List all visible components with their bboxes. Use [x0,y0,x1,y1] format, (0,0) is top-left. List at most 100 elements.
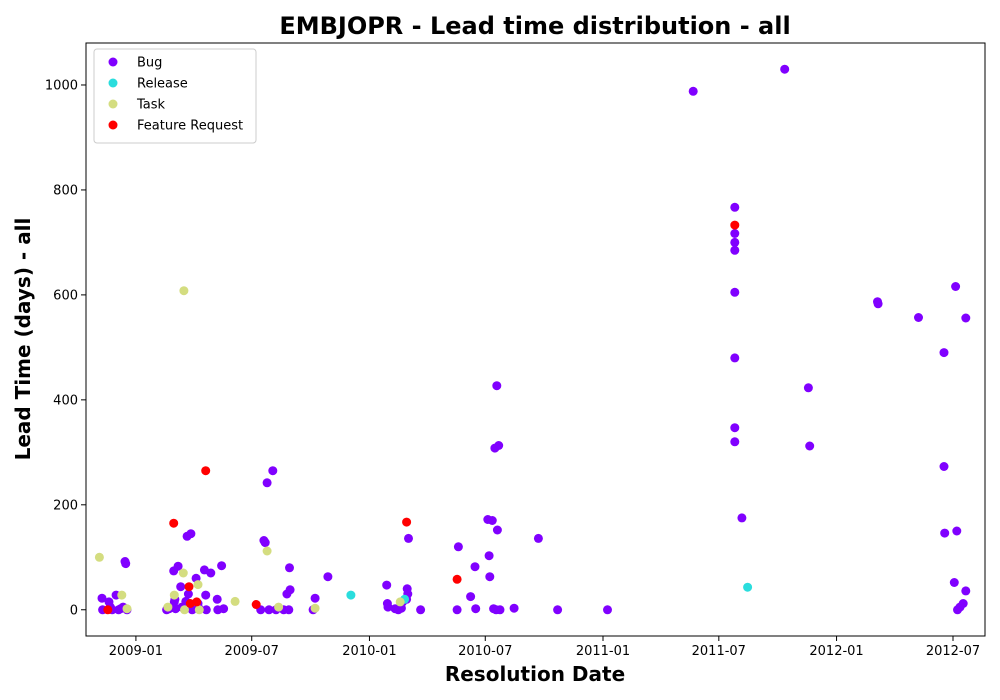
data-point [176,582,186,592]
x-tick-label: 2009-07 [225,644,279,659]
series-task [94,286,405,615]
data-point [217,561,227,571]
data-point [730,353,740,363]
points-layer [94,64,971,615]
data-point [262,546,272,556]
data-point [730,202,740,212]
data-point [961,313,971,323]
data-point [284,605,294,615]
x-tick-label: 2012-01 [809,644,863,659]
data-point [485,572,495,582]
data-point [169,590,179,600]
x-axis-label: Resolution Date [445,662,625,686]
legend-label: Feature Request [137,119,243,134]
data-point [416,605,426,615]
data-point [103,605,113,615]
data-point [383,602,393,612]
data-point [264,605,274,615]
data-point [194,605,204,615]
data-point [285,563,294,573]
x-tick-label: 2011-01 [576,644,630,659]
data-point [323,572,333,582]
y-tick-label: 600 [53,288,78,303]
y-tick-label: 800 [53,183,78,198]
data-point [730,287,740,297]
data-point [492,525,502,535]
data-point [495,605,505,615]
data-point [183,589,193,599]
data-point [780,64,790,74]
data-point [310,603,320,613]
data-point [803,383,813,393]
x-axis: 2009-01 2009-07 2010-01 2010-07 2011-01 2011-… [109,636,980,659]
series-bug [97,64,971,615]
data-point [452,605,462,615]
data-point [952,526,962,536]
data-point [553,605,563,615]
legend-label: Release [137,77,188,92]
data-point [730,423,740,433]
data-point [206,568,216,578]
data-point [180,605,189,615]
data-point [533,533,543,543]
data-point [730,229,740,238]
x-tick-label: 2011-07 [692,644,746,659]
data-point [730,237,740,247]
data-point [492,381,502,391]
legend-label: Task [136,98,166,113]
data-point [603,605,612,615]
data-point [466,592,476,602]
legend-marker [108,78,118,88]
y-tick-label: 1000 [45,78,78,93]
data-point [310,593,320,603]
data-point [121,559,131,569]
data-point [201,605,211,615]
data-point [688,86,698,96]
data-point [453,542,463,552]
data-point [97,593,107,603]
data-point [940,528,950,538]
x-tick-label: 2012-07 [926,644,980,659]
data-point [262,478,272,488]
data-point [193,580,203,590]
data-point [395,597,405,607]
data-point [743,582,753,592]
data-point [178,568,188,578]
y-tick-label: 400 [53,393,78,408]
data-point [186,529,196,539]
data-point [487,516,497,525]
data-point [730,220,740,230]
data-point [805,441,815,451]
legend-item: Release [108,77,188,92]
y-axis-label: Lead Time (days) - all [11,218,35,461]
legend-item: Feature Request [108,119,243,134]
data-point [94,552,104,562]
y-tick-label: 200 [53,498,78,513]
y-axis: 0 200 400 600 800 1000 [45,78,86,618]
data-point [201,590,211,600]
data-point [949,578,959,587]
legend-label: Bug [137,56,162,71]
data-point [470,562,480,572]
data-point [730,245,740,255]
data-point [219,604,229,614]
data-point [179,286,189,296]
data-point [212,594,222,604]
data-point [402,517,412,527]
chart-title: EMBJOPR - Lead time distribution - all [279,12,790,40]
data-point [184,582,194,592]
data-point [484,551,494,561]
data-point [192,597,202,607]
data-point [285,585,295,595]
data-point [122,604,132,614]
legend-item: Bug [108,56,162,71]
data-point [251,600,261,609]
data-point [404,533,413,543]
data-point [730,437,740,447]
data-point [201,466,211,476]
data-point [452,574,462,584]
data-point [939,462,949,471]
data-point [471,604,481,614]
data-point [230,596,240,606]
legend: Bug Release Task Feature Request [93,48,257,144]
